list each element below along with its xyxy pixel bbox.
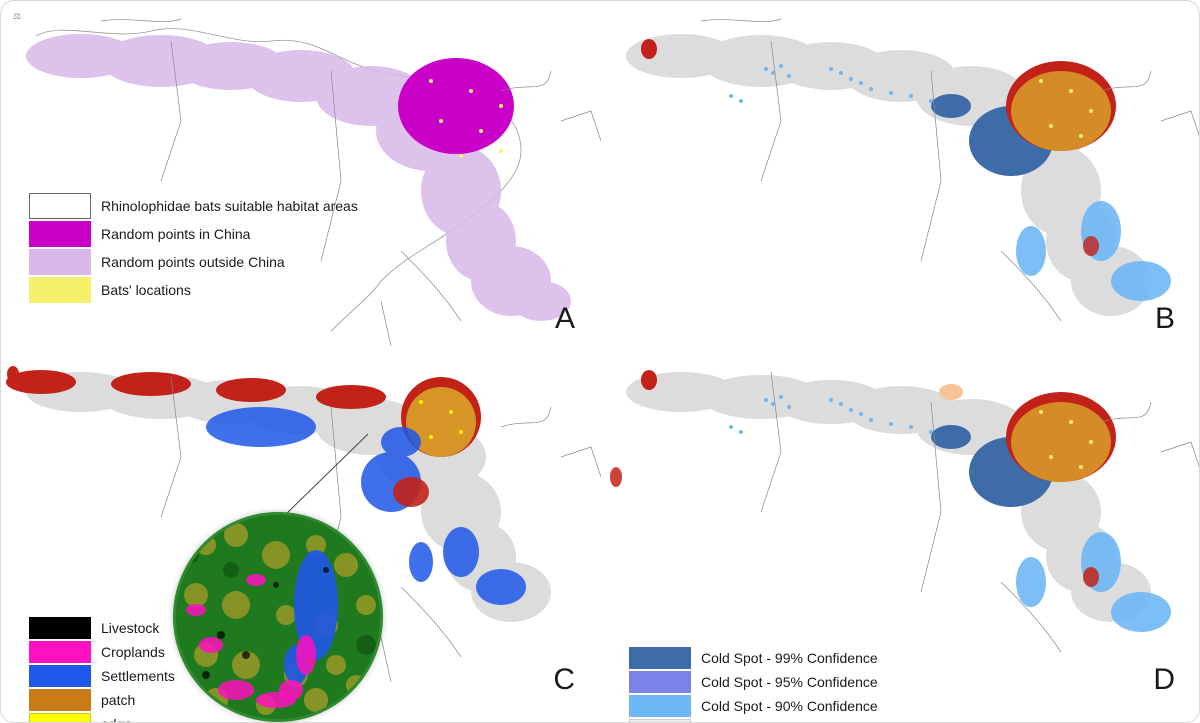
legend-label-2: Cold Spot - 90% Confidence <box>701 698 878 714</box>
legend-label-0: Rhinolophidae bats suitable habitat area… <box>101 198 358 214</box>
legend-swatch-1 <box>29 641 91 663</box>
panel-a-label: A <box>555 302 575 336</box>
legend-item-3: Bats' locations <box>29 277 358 303</box>
legend-swatch-3 <box>29 689 91 711</box>
legend-label-0: Livestock <box>101 620 159 636</box>
legend-item-0: Cold Spot - 99% Confidence <box>629 647 878 669</box>
legend-label-4: edge <box>101 716 132 723</box>
panel-c-label: C <box>553 663 575 697</box>
legend-item-2: Random points outside China <box>29 249 358 275</box>
legend-swatch-2 <box>29 665 91 687</box>
legend-label-1: Cold Spot - 95% Confidence <box>701 674 878 690</box>
legend-swatch-1 <box>29 221 91 247</box>
legend-swatch-3 <box>29 277 91 303</box>
legend-swatch-0 <box>29 193 91 219</box>
figure-frame: ⚖ Rhinolophidae bats suitable habitat ar… <box>0 0 1200 723</box>
inset-connector-line <box>283 434 368 517</box>
legend-item-1: Cold Spot - 95% Confidence <box>629 671 878 693</box>
inset-landscape-map <box>173 512 383 722</box>
panel-a-map: ⚖ <box>1 1 601 362</box>
legend-label-0: Cold Spot - 99% Confidence <box>701 650 878 666</box>
panel-b-label: B <box>1155 302 1175 336</box>
legend-swatch-0 <box>629 647 691 669</box>
legend-swatch-2 <box>29 249 91 275</box>
panel-c: LivestockCroplandsSettlementspatchedgepe… <box>1 362 601 723</box>
legend-swatch-2 <box>629 695 691 717</box>
legend-item-0: Rhinolophidae bats suitable habitat area… <box>29 193 358 219</box>
legend-swatch-3 <box>629 719 691 723</box>
legend-item-3: Not Significant <box>629 719 878 723</box>
legend-label-3: patch <box>101 692 135 708</box>
legend-item-1: Random points in China <box>29 221 358 247</box>
panel-c-inset <box>173 512 383 722</box>
svg-text:⚖: ⚖ <box>13 11 21 21</box>
legend-label-3: Bats' locations <box>101 282 191 298</box>
panel-d-label: D <box>1153 663 1175 697</box>
legend-item-2: Cold Spot - 90% Confidence <box>629 695 878 717</box>
panel-a: ⚖ Rhinolophidae bats suitable habitat ar… <box>1 1 601 362</box>
legend-label-2: Random points outside China <box>101 254 285 270</box>
panel-b: B <box>601 1 1200 362</box>
panel-d-legend: Cold Spot - 99% Confidence Cold Spot - 95… <box>629 647 878 723</box>
legend-swatch-0 <box>29 617 91 639</box>
panel-d: Cold Spot - 99% Confidence Cold Spot - 95… <box>601 362 1200 723</box>
legend-label-1: Croplands <box>101 644 165 660</box>
legend-label-1: Random points in China <box>101 226 250 242</box>
panel-b-map <box>601 1 1200 362</box>
legend-swatch-1 <box>629 671 691 693</box>
legend-swatch-4 <box>29 713 91 723</box>
panel-a-legend: Rhinolophidae bats suitable habitat area… <box>29 193 358 305</box>
